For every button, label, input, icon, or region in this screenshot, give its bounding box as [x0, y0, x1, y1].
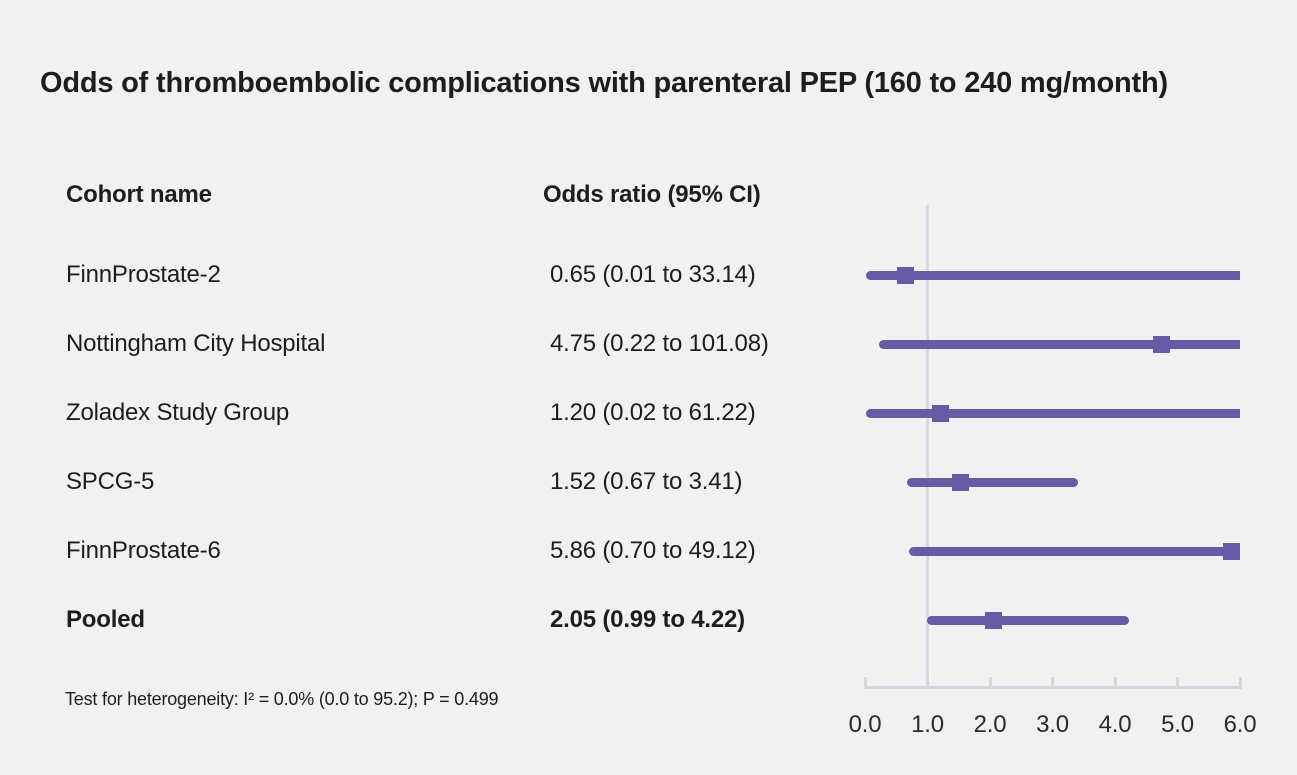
confidence-interval-line	[908, 547, 1240, 556]
x-axis-tick	[988, 677, 992, 686]
odds-ratio-marker	[984, 611, 1002, 629]
odds-ratio-value: 4.75 (0.22 to 101.08)	[550, 330, 769, 357]
column-header-odds-ratio: Odds ratio (95% CI)	[543, 181, 761, 208]
odds-ratio-value: 1.20 (0.02 to 61.22)	[550, 399, 756, 426]
x-axis-tick-label: 3.0	[1036, 711, 1069, 738]
cohort-label: Nottingham City Hospital	[66, 330, 326, 357]
cohort-label: Pooled	[66, 606, 145, 633]
odds-ratio-marker	[1222, 542, 1240, 560]
odds-ratio-marker	[897, 266, 915, 284]
x-axis-tick-label: 6.0	[1223, 711, 1257, 738]
confidence-interval-line	[865, 271, 1240, 280]
x-axis-line	[864, 686, 1242, 689]
odds-ratio-value: 0.65 (0.01 to 33.14)	[550, 261, 756, 288]
cohort-label: Zoladex Study Group	[66, 399, 289, 426]
column-header-cohort-name: Cohort name	[66, 181, 212, 208]
odds-ratio-value: 5.86 (0.70 to 49.12)	[550, 537, 756, 564]
odds-ratio-value: 1.52 (0.67 to 3.41)	[550, 468, 743, 495]
confidence-interval-line	[866, 409, 1240, 418]
x-axis-tick	[1176, 677, 1179, 686]
cohort-label: FinnProstate-6	[66, 537, 221, 564]
confidence-interval-line	[906, 478, 1079, 487]
odds-ratio-value: 2.05 (0.99 to 4.22)	[550, 606, 745, 633]
confidence-interval-line	[878, 340, 1240, 349]
cohort-label: FinnProstate-2	[66, 261, 221, 288]
reference-line-x1	[926, 205, 929, 688]
x-axis-tick-label: 2.0	[973, 711, 1007, 738]
odds-ratio-marker	[931, 404, 949, 422]
odds-ratio-marker	[951, 473, 969, 491]
x-axis-tick	[863, 677, 867, 686]
confidence-interval-line	[926, 616, 1129, 625]
x-axis-tick-label: 0.0	[848, 711, 882, 738]
x-axis-tick-label: 5.0	[1161, 711, 1194, 738]
odds-ratio-marker	[1153, 335, 1171, 353]
x-axis-tick	[926, 677, 929, 686]
cohort-label: SPCG-5	[66, 468, 155, 495]
x-axis-tick-label: 4.0	[1098, 711, 1132, 738]
chart-title: Odds of thromboembolic complications wit…	[40, 67, 1168, 99]
x-axis-tick	[1051, 677, 1054, 686]
x-axis-tick-label: 1.0	[911, 711, 944, 738]
heterogeneity-footnote: Test for heterogeneity: I² = 0.0% (0.0 t…	[65, 689, 499, 709]
x-axis-tick	[1113, 677, 1117, 686]
x-axis-tick	[1238, 677, 1242, 686]
